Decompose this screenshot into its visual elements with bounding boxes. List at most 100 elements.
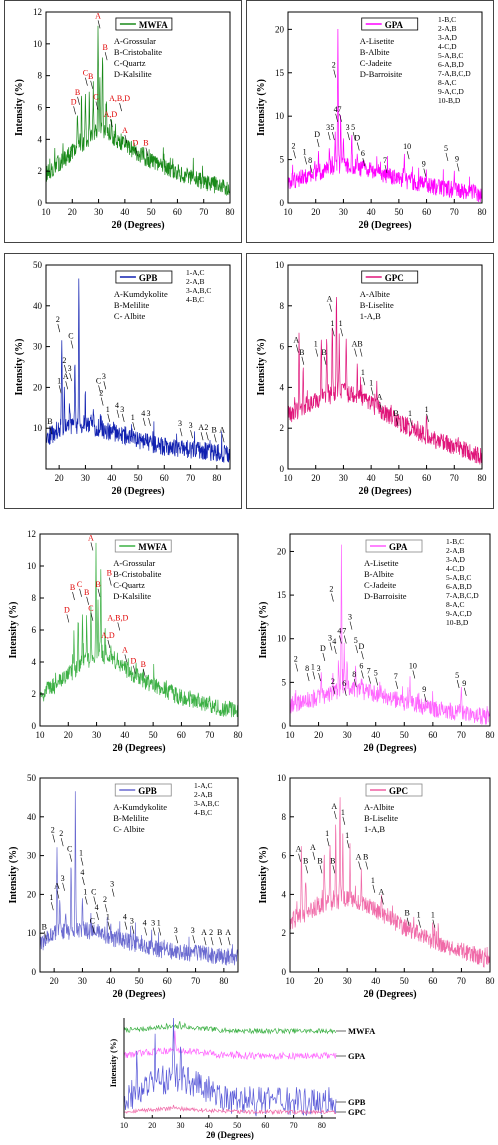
peak-arrow (158, 927, 162, 936)
peak-code-key: 4-C,D (438, 42, 457, 51)
legend-label: MWFA (138, 542, 167, 552)
peak-label: 1 (131, 413, 135, 422)
y-tick-label: 15 (277, 590, 287, 600)
y-tick-label: 0 (38, 198, 43, 208)
peak-arrow (72, 591, 75, 601)
peak-label: 3 (102, 372, 106, 381)
peak-arrow (119, 103, 122, 112)
peak-label: A (122, 645, 128, 654)
peak-arrow (346, 840, 350, 849)
x-tick-label: 50 (394, 473, 404, 483)
peak-arrow (329, 303, 332, 312)
peak-arrow (175, 935, 179, 944)
x-tick-label: 50 (135, 976, 145, 986)
panel-gpb-bottom: 20 30 40 50 60 70 80 0 10 20 30 40 50 2θ (Degrees) Int… (0, 768, 246, 1010)
peak-arrow (362, 158, 366, 167)
x-tick-label: 30 (81, 473, 91, 483)
peak-label: 4 (337, 626, 341, 635)
y-tick-label: 50 (33, 260, 43, 270)
x-tick-label: 70 (450, 207, 460, 217)
legend-box (114, 539, 172, 553)
peak-label: 1 (157, 918, 161, 927)
peak-arrow (463, 687, 467, 696)
peak-label: D (354, 133, 360, 142)
peak-code-key: 8-A,C (446, 600, 465, 609)
peak-label: 10 (409, 661, 417, 670)
stack-series-label: GPB (348, 1097, 366, 1107)
peak-label: 3 (346, 123, 350, 132)
peak-arrow (332, 865, 336, 874)
peak-arrow (73, 106, 76, 115)
peak-arrow (133, 665, 136, 674)
peak-arrow (82, 876, 85, 886)
peak-label: 4 (143, 918, 147, 927)
peak-label: 3 (328, 633, 332, 642)
mineral-key: C- Albite (113, 824, 145, 834)
peak-label: 1 (339, 319, 343, 328)
mineral-key: A-Kumdykolite (114, 289, 168, 299)
peak-label: 2 (294, 654, 298, 663)
peak-arrow (58, 385, 62, 394)
peak-code-key: 3-A,D (438, 33, 458, 42)
y-tick-label: 6 (282, 851, 287, 861)
peak-arrow (192, 935, 196, 944)
peak-label: 7 (394, 672, 398, 681)
panel-stacked: MWFA GPA GPB GPC 10 20 30 40 50 60 70 80 2θ (Degrees… (98, 1014, 398, 1140)
peak-arrow (295, 663, 299, 672)
x-axis-title: 2θ (Degrees) (112, 989, 165, 1000)
peak-arrow (333, 810, 337, 820)
y-tick-label: 0 (32, 967, 37, 977)
peak-code-key: 7-A,B,C,D (446, 591, 479, 600)
chart-gpc-top: 10 20 30 40 50 60 70 80 0 2 4 6 8 10 2θ (Degrees) Inten… (246, 253, 494, 509)
y-axis-title: Intensity (%) (256, 79, 267, 136)
peak-arrow (203, 937, 207, 946)
peak-arrow (423, 693, 427, 703)
peak-label: 1 (311, 662, 315, 671)
y-tick-label: 5 (280, 155, 285, 165)
peak-arrow (339, 113, 342, 122)
peak-arrow (331, 593, 334, 602)
peak-arrow (206, 432, 209, 441)
x-tick-label: 30 (78, 976, 88, 986)
x-tick-label: 20 (68, 207, 78, 217)
peak-label: 4 (80, 868, 84, 877)
peak-arrow (80, 857, 84, 866)
x-tick-label: 80 (234, 730, 244, 740)
peak-label: B (95, 580, 100, 589)
peak-label: B (303, 856, 308, 865)
plot-area-frame (287, 264, 483, 470)
peak-label: 1 (83, 887, 87, 896)
x-tick-label: 10 (286, 730, 296, 740)
peak-arrow (103, 381, 107, 390)
peak-label: A (331, 802, 337, 811)
peak-label: A (201, 928, 207, 937)
peak-arrow (107, 413, 111, 422)
peak-label: A (293, 336, 299, 345)
mineral-key: D-Barroisite (360, 69, 403, 79)
x-tick-label: 40 (106, 976, 116, 986)
peak-label: 1 (361, 368, 365, 377)
mineral-key: C-Jadeite (360, 58, 392, 68)
x-tick-label: 40 (205, 1121, 213, 1130)
peak-label: C (88, 604, 93, 613)
peak-arrow (77, 96, 80, 105)
y-tick-label: 10 (27, 928, 37, 938)
peak-label: 5 (374, 668, 378, 677)
peak-label: 3 (110, 880, 114, 889)
x-tick-label: 10 (36, 730, 46, 740)
peak-label: 7 (338, 105, 342, 114)
peak-arrow (301, 356, 305, 365)
peak-arrow (456, 679, 460, 689)
stack-series-label: GPA (348, 1051, 366, 1061)
peak-label: A (352, 340, 358, 349)
peak-arrow (293, 150, 296, 159)
peak-label: 1 (330, 319, 334, 328)
y-tick-label: 0 (32, 721, 37, 731)
x-tick-label: 40 (371, 730, 381, 740)
peak-arrow (152, 927, 156, 936)
xrd-trace-line (39, 542, 239, 718)
peak-code-key: 3-A,B,C (186, 286, 211, 295)
peak-arrow (117, 622, 121, 631)
peak-arrow (148, 417, 151, 427)
